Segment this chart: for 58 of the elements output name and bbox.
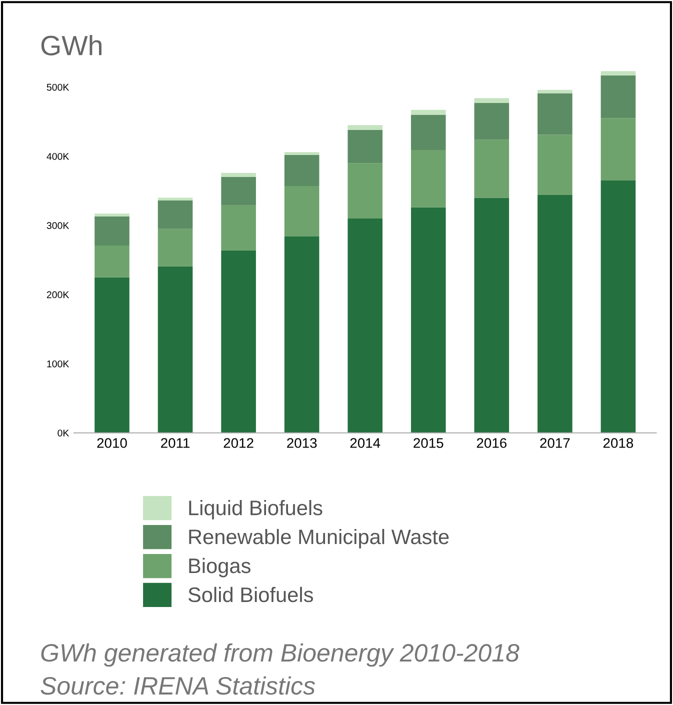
x-tick-label: 2015	[414, 438, 444, 448]
bar	[284, 152, 320, 155]
y-tick-label: 500K	[46, 84, 70, 91]
bar	[284, 236, 320, 433]
bar	[348, 163, 383, 218]
legend-label: Solid Biofuels	[188, 586, 313, 602]
y-tick-label: 400K	[46, 152, 70, 160]
bar	[538, 93, 572, 135]
bar	[600, 71, 636, 76]
legend-label: Renewable Municipal Waste	[189, 528, 449, 548]
bar	[474, 198, 510, 433]
text: GWh generated from Bioenergy 2010-2018	[41, 643, 520, 667]
bar	[474, 98, 510, 103]
bar	[284, 186, 320, 236]
x-tick-label: 2018	[603, 438, 634, 448]
bar	[94, 277, 130, 433]
source-note: Source: IRENA Statistics	[40, 676, 316, 695]
bar	[474, 102, 510, 140]
x-tick-label: 2011	[161, 438, 190, 448]
bar	[538, 194, 572, 433]
bar	[158, 228, 193, 266]
y-axis-title: GWh	[41, 35, 102, 56]
bar	[538, 134, 572, 195]
bar	[158, 266, 193, 433]
bar	[348, 130, 383, 164]
y-tick-label: 200K	[46, 291, 70, 298]
bar	[158, 200, 193, 229]
bar	[348, 125, 383, 130]
bar	[348, 218, 383, 433]
bar	[600, 75, 636, 118]
bar	[410, 150, 446, 208]
bar	[600, 118, 636, 180]
x-tick-label: 2014	[350, 438, 380, 448]
bar	[221, 176, 256, 206]
bar	[94, 216, 130, 246]
bar	[474, 140, 510, 198]
bar	[221, 172, 256, 177]
bar	[158, 198, 193, 200]
y-tick-label: 0K	[58, 430, 70, 436]
bar	[410, 207, 446, 433]
bar	[410, 110, 446, 115]
bar	[221, 250, 256, 433]
x-tick-label: 2010	[97, 438, 127, 448]
legend-label: Liquid Biofuels	[189, 500, 322, 520]
bar	[538, 90, 572, 94]
bar	[600, 180, 636, 433]
x-tick-label: 2012	[224, 438, 254, 448]
bar	[94, 214, 130, 216]
bar	[94, 245, 130, 278]
y-tick-label: 100K	[47, 360, 70, 368]
bar	[221, 205, 256, 250]
x-tick-label: 2017	[540, 438, 570, 448]
bar	[284, 154, 320, 186]
x-tick-label: 2016	[476, 438, 506, 448]
bar	[410, 114, 446, 150]
x-tick-label: 2013	[287, 438, 317, 448]
y-tick-label: 300K	[46, 222, 70, 230]
legend-label: Biogas	[189, 558, 250, 578]
